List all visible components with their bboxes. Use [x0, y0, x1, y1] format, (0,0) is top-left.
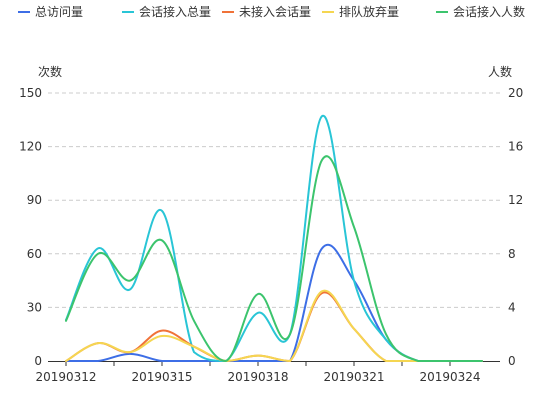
series-line-0[interactable]: [65, 243, 483, 362]
series-line-3[interactable]: [65, 289, 483, 362]
legend-label: 会话接入总量: [139, 4, 211, 19]
y-axis-left-name: 次数: [38, 64, 62, 79]
legend-item-2[interactable]: 未接入会话量: [222, 4, 311, 19]
y-axis-right-name: 人数: [488, 64, 512, 79]
y-right-tick-label: 20: [508, 86, 523, 100]
legend-item-1[interactable]: 会话接入总量: [122, 4, 211, 19]
legend-item-0[interactable]: 总访问量: [18, 5, 83, 19]
series-line-4[interactable]: [65, 155, 483, 362]
y-right-tick-label: 0: [508, 354, 516, 368]
y-right-tick-label: 4: [508, 300, 516, 314]
series-line-1[interactable]: [65, 115, 483, 362]
y-left-tick-label: 30: [27, 300, 42, 314]
y-left-tick-label: 0: [34, 354, 42, 368]
x-tick-label: 20190315: [131, 370, 192, 384]
x-tick-label: 20190324: [419, 370, 480, 384]
x-axis: 20190312 20190315 20190318 20190321 20190324: [35, 361, 500, 384]
series-line-2[interactable]: [65, 291, 483, 362]
y-left-tick-label: 60: [27, 247, 42, 261]
legend-label: 会话接入人数: [453, 4, 525, 19]
chart-legend[interactable]: 总访问量 会话接入总量 未接入会话量 排队放弃量 会话接入人数: [18, 4, 525, 19]
series-lines[interactable]: [65, 115, 483, 362]
x-tick-label: 20190312: [35, 370, 96, 384]
y-axis-left-ticks: 0 30 60 90 120 150: [19, 86, 42, 368]
y-axis-right-ticks: 0 4 8 12 16 20: [508, 86, 523, 368]
y-left-tick-label: 120: [19, 140, 42, 154]
legend-label: 排队放弃量: [339, 4, 399, 19]
legend-label: 未接入会话量: [239, 4, 311, 19]
y-left-tick-label: 90: [27, 193, 42, 207]
y-right-tick-label: 12: [508, 193, 523, 207]
legend-item-4[interactable]: 会话接入人数: [436, 4, 525, 19]
grid-lines: [48, 92, 500, 308]
x-tick-label: 20190318: [227, 370, 288, 384]
legend-item-3[interactable]: 排队放弃量: [322, 4, 399, 19]
y-right-tick-label: 16: [508, 140, 523, 154]
x-tick-label: 20190321: [323, 370, 384, 384]
legend-label: 总访问量: [35, 5, 83, 19]
y-right-tick-label: 8: [508, 247, 516, 261]
y-left-tick-label: 150: [19, 86, 42, 100]
